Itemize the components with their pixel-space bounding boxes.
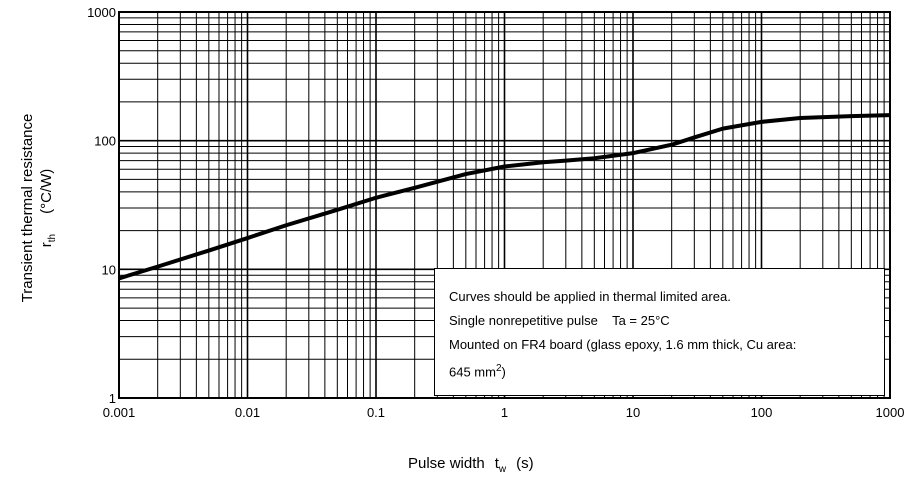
x-tick-label: 10 [626,405,640,420]
x-tick-label: 0.001 [103,405,136,420]
y-tick-labels: 1 10 100 1000 [87,5,116,406]
x-axis-title: Pulse width tw (s) [408,455,534,475]
y-tick-label: 100 [94,134,116,149]
y-tick-label: 1000 [87,5,116,20]
y-axis-title: Transient thermal resistance rth (°C/W) [18,114,62,303]
plot-frame [118,11,891,399]
annotation-box: Curves should be applied in thermal limi… [434,268,885,396]
y-axis-title-line2: rth (°C/W) [37,114,62,303]
y-tick-label: 10 [102,262,116,277]
y-axis-title-line1: Transient thermal resistance [19,113,36,303]
series-line [118,113,891,281]
annotation-line-1: Curves should be applied in thermal limi… [449,289,731,304]
x-tick-label: 1 [501,405,508,420]
x-tick-labels: 0.001 0.01 0.1 1 10 100 1000 [103,405,905,420]
x-axis-symbol: t [494,455,499,472]
y-axis-subscript: th [47,233,58,243]
y-axis-symbol: r [38,242,55,248]
y-tick-label: 1 [109,391,116,406]
x-tick-label: 0.1 [367,405,385,420]
annotation-area-value: 645 mm [449,364,496,380]
y-axis-unit: (°C/W) [38,168,55,214]
x-tick-label: 1000 [876,405,905,420]
x-tick-label: 100 [751,405,773,420]
annotation-line-3: Mounted on FR4 board (glass epoxy, 1.6 m… [449,337,797,352]
annotation-line-4: 645 mm2) [449,357,884,384]
annotation-area-close: ) [501,364,506,380]
x-axis-label: Pulse width [408,455,485,472]
annotation-line-2: Single nonrepetitive pulse Ta = 25°C [449,313,670,328]
annotation-area-exponent: 2 [495,363,502,374]
x-axis-subscript: w [498,464,507,475]
x-tick-label: 0.01 [235,405,260,420]
x-axis-unit: (s) [516,455,534,472]
